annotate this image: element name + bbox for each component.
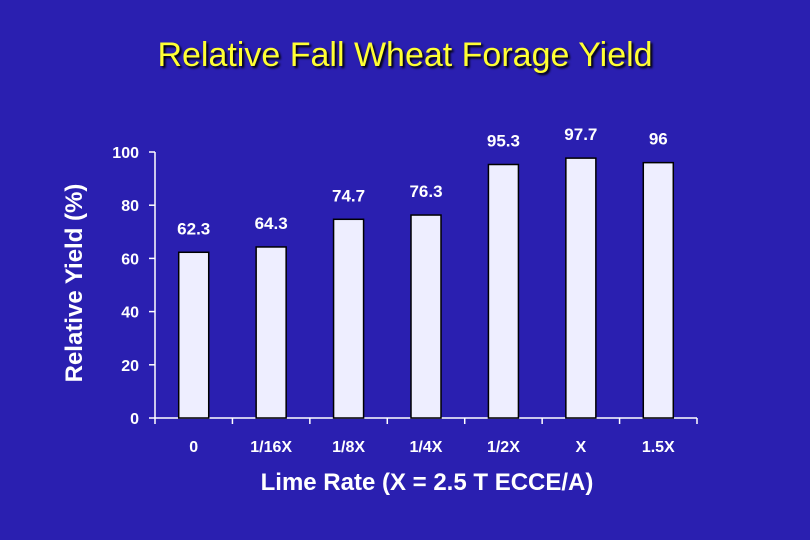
y-tick-label: 60	[121, 251, 139, 268]
x-tick-label: 1/8X	[332, 439, 365, 456]
x-tick-label: 1/4X	[410, 439, 443, 456]
bar-3	[332, 218, 365, 419]
chart-title: Relative Fall Wheat Forage Yield	[157, 36, 653, 74]
bar-5	[487, 163, 520, 419]
bars	[177, 157, 675, 419]
x-tick-label: 1.5X	[642, 439, 675, 456]
y-tick-label: 80	[121, 198, 139, 215]
x-tick-label: 1/16X	[250, 439, 292, 456]
bar-4	[410, 214, 442, 419]
data-label: 76.3	[409, 182, 442, 201]
x-axis-title: Lime Rate (X = 2.5 T ECCE/A)	[261, 469, 594, 496]
bar-2	[255, 246, 287, 419]
x-tick-label: 1/2X	[487, 439, 520, 456]
data-label: 74.7	[332, 186, 365, 205]
y-tick-label: 40	[121, 305, 139, 322]
bar-1	[177, 251, 210, 419]
data-label: 62.3	[177, 219, 210, 238]
data-label: 97.7	[564, 125, 597, 144]
data-label: 95.3	[487, 132, 520, 151]
y-tick-label: 20	[121, 358, 139, 375]
data-label: 64.3	[255, 214, 288, 233]
y-axis-title: Relative Yield (%)	[61, 184, 88, 383]
x-tick-label: X	[576, 439, 587, 456]
bar-6	[565, 157, 597, 419]
y-tick-label: 0	[130, 411, 139, 428]
x-tick-label: 0	[189, 439, 198, 456]
y-tick-label: 100	[112, 145, 139, 162]
labels: 0 20 40 60 80 100 0 62.3 1/16X 64.3 1/8X 74.7 1/4X 76…	[112, 125, 675, 456]
data-label: 96	[649, 130, 668, 149]
bar-7	[642, 161, 675, 419]
